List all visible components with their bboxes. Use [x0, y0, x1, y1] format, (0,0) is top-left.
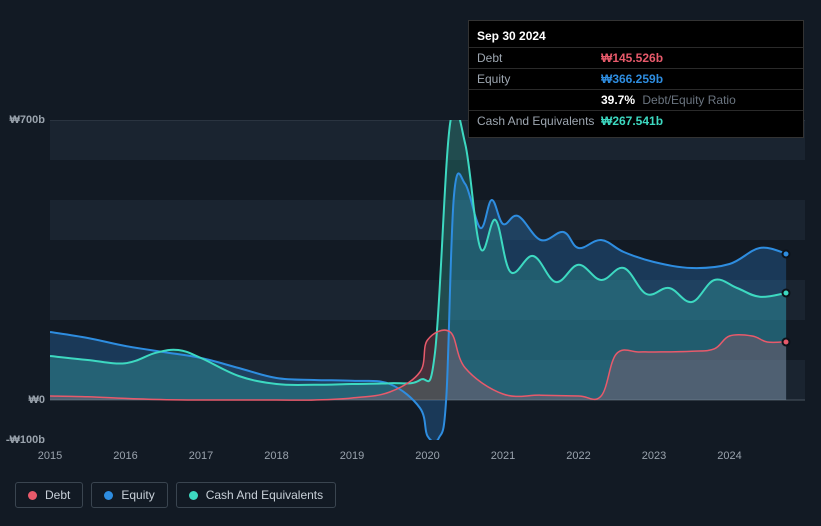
- y-tick-label: ₩0: [29, 394, 46, 406]
- tooltip-row-equity: Equity ₩366.259b: [469, 68, 803, 89]
- tooltip-value-debt: ₩145.526b: [601, 51, 663, 65]
- tooltip-row-cash: Cash And Equivalents ₩267.541b: [469, 110, 803, 131]
- x-tick-label: 2017: [189, 450, 213, 462]
- tooltip-row-ratio: 39.7% Debt/Equity Ratio: [469, 89, 803, 110]
- legend-item-cash[interactable]: Cash And Equivalents: [176, 482, 336, 508]
- series-end-dot-equity: [782, 249, 791, 258]
- tooltip-value-cash: ₩267.541b: [601, 114, 663, 128]
- tooltip-ratio-pct: 39.7%: [601, 93, 635, 107]
- x-tick-label: 2024: [717, 450, 741, 462]
- plot-area[interactable]: [50, 120, 805, 440]
- legend-item-equity[interactable]: Equity: [91, 482, 167, 508]
- tooltip-label-debt: Debt: [477, 51, 601, 65]
- x-tick-label: 2023: [642, 450, 666, 462]
- chart-legend: Debt Equity Cash And Equivalents: [15, 482, 336, 508]
- x-tick-label: 2019: [340, 450, 364, 462]
- x-tick-label: 2020: [415, 450, 439, 462]
- tooltip-row-debt: Debt ₩145.526b: [469, 47, 803, 68]
- tooltip-label-equity: Equity: [477, 72, 601, 86]
- tooltip-ratio: 39.7% Debt/Equity Ratio: [601, 93, 736, 107]
- tooltip-label-ratio-blank: [477, 93, 601, 107]
- series-end-dot-debt: [782, 337, 791, 346]
- x-tick-label: 2018: [264, 450, 288, 462]
- tooltip-value-equity: ₩366.259b: [601, 72, 663, 86]
- chart-svg: [50, 120, 805, 440]
- legend-label: Debt: [45, 488, 70, 502]
- x-tick-label: 2016: [113, 450, 137, 462]
- y-tick-label: ₩700b: [10, 114, 45, 126]
- tooltip-date: Sep 30 2024: [469, 27, 803, 47]
- x-tick-label: 2022: [566, 450, 590, 462]
- x-tick-label: 2015: [38, 450, 62, 462]
- legend-dot-icon: [104, 491, 113, 500]
- legend-item-debt[interactable]: Debt: [15, 482, 83, 508]
- x-axis: 2015201620172018201920202021202220232024: [50, 450, 805, 470]
- legend-dot-icon: [189, 491, 198, 500]
- y-tick-label: -₩100b: [6, 434, 45, 446]
- tooltip-ratio-label: Debt/Equity Ratio: [642, 93, 735, 107]
- legend-dot-icon: [28, 491, 37, 500]
- legend-label: Cash And Equivalents: [206, 488, 323, 502]
- legend-label: Equity: [121, 488, 154, 502]
- series-end-dot-cash: [782, 289, 791, 298]
- tooltip-label-cash: Cash And Equivalents: [477, 114, 601, 128]
- chart-tooltip: Sep 30 2024 Debt ₩145.526b Equity ₩366.2…: [468, 20, 804, 138]
- x-tick-label: 2021: [491, 450, 515, 462]
